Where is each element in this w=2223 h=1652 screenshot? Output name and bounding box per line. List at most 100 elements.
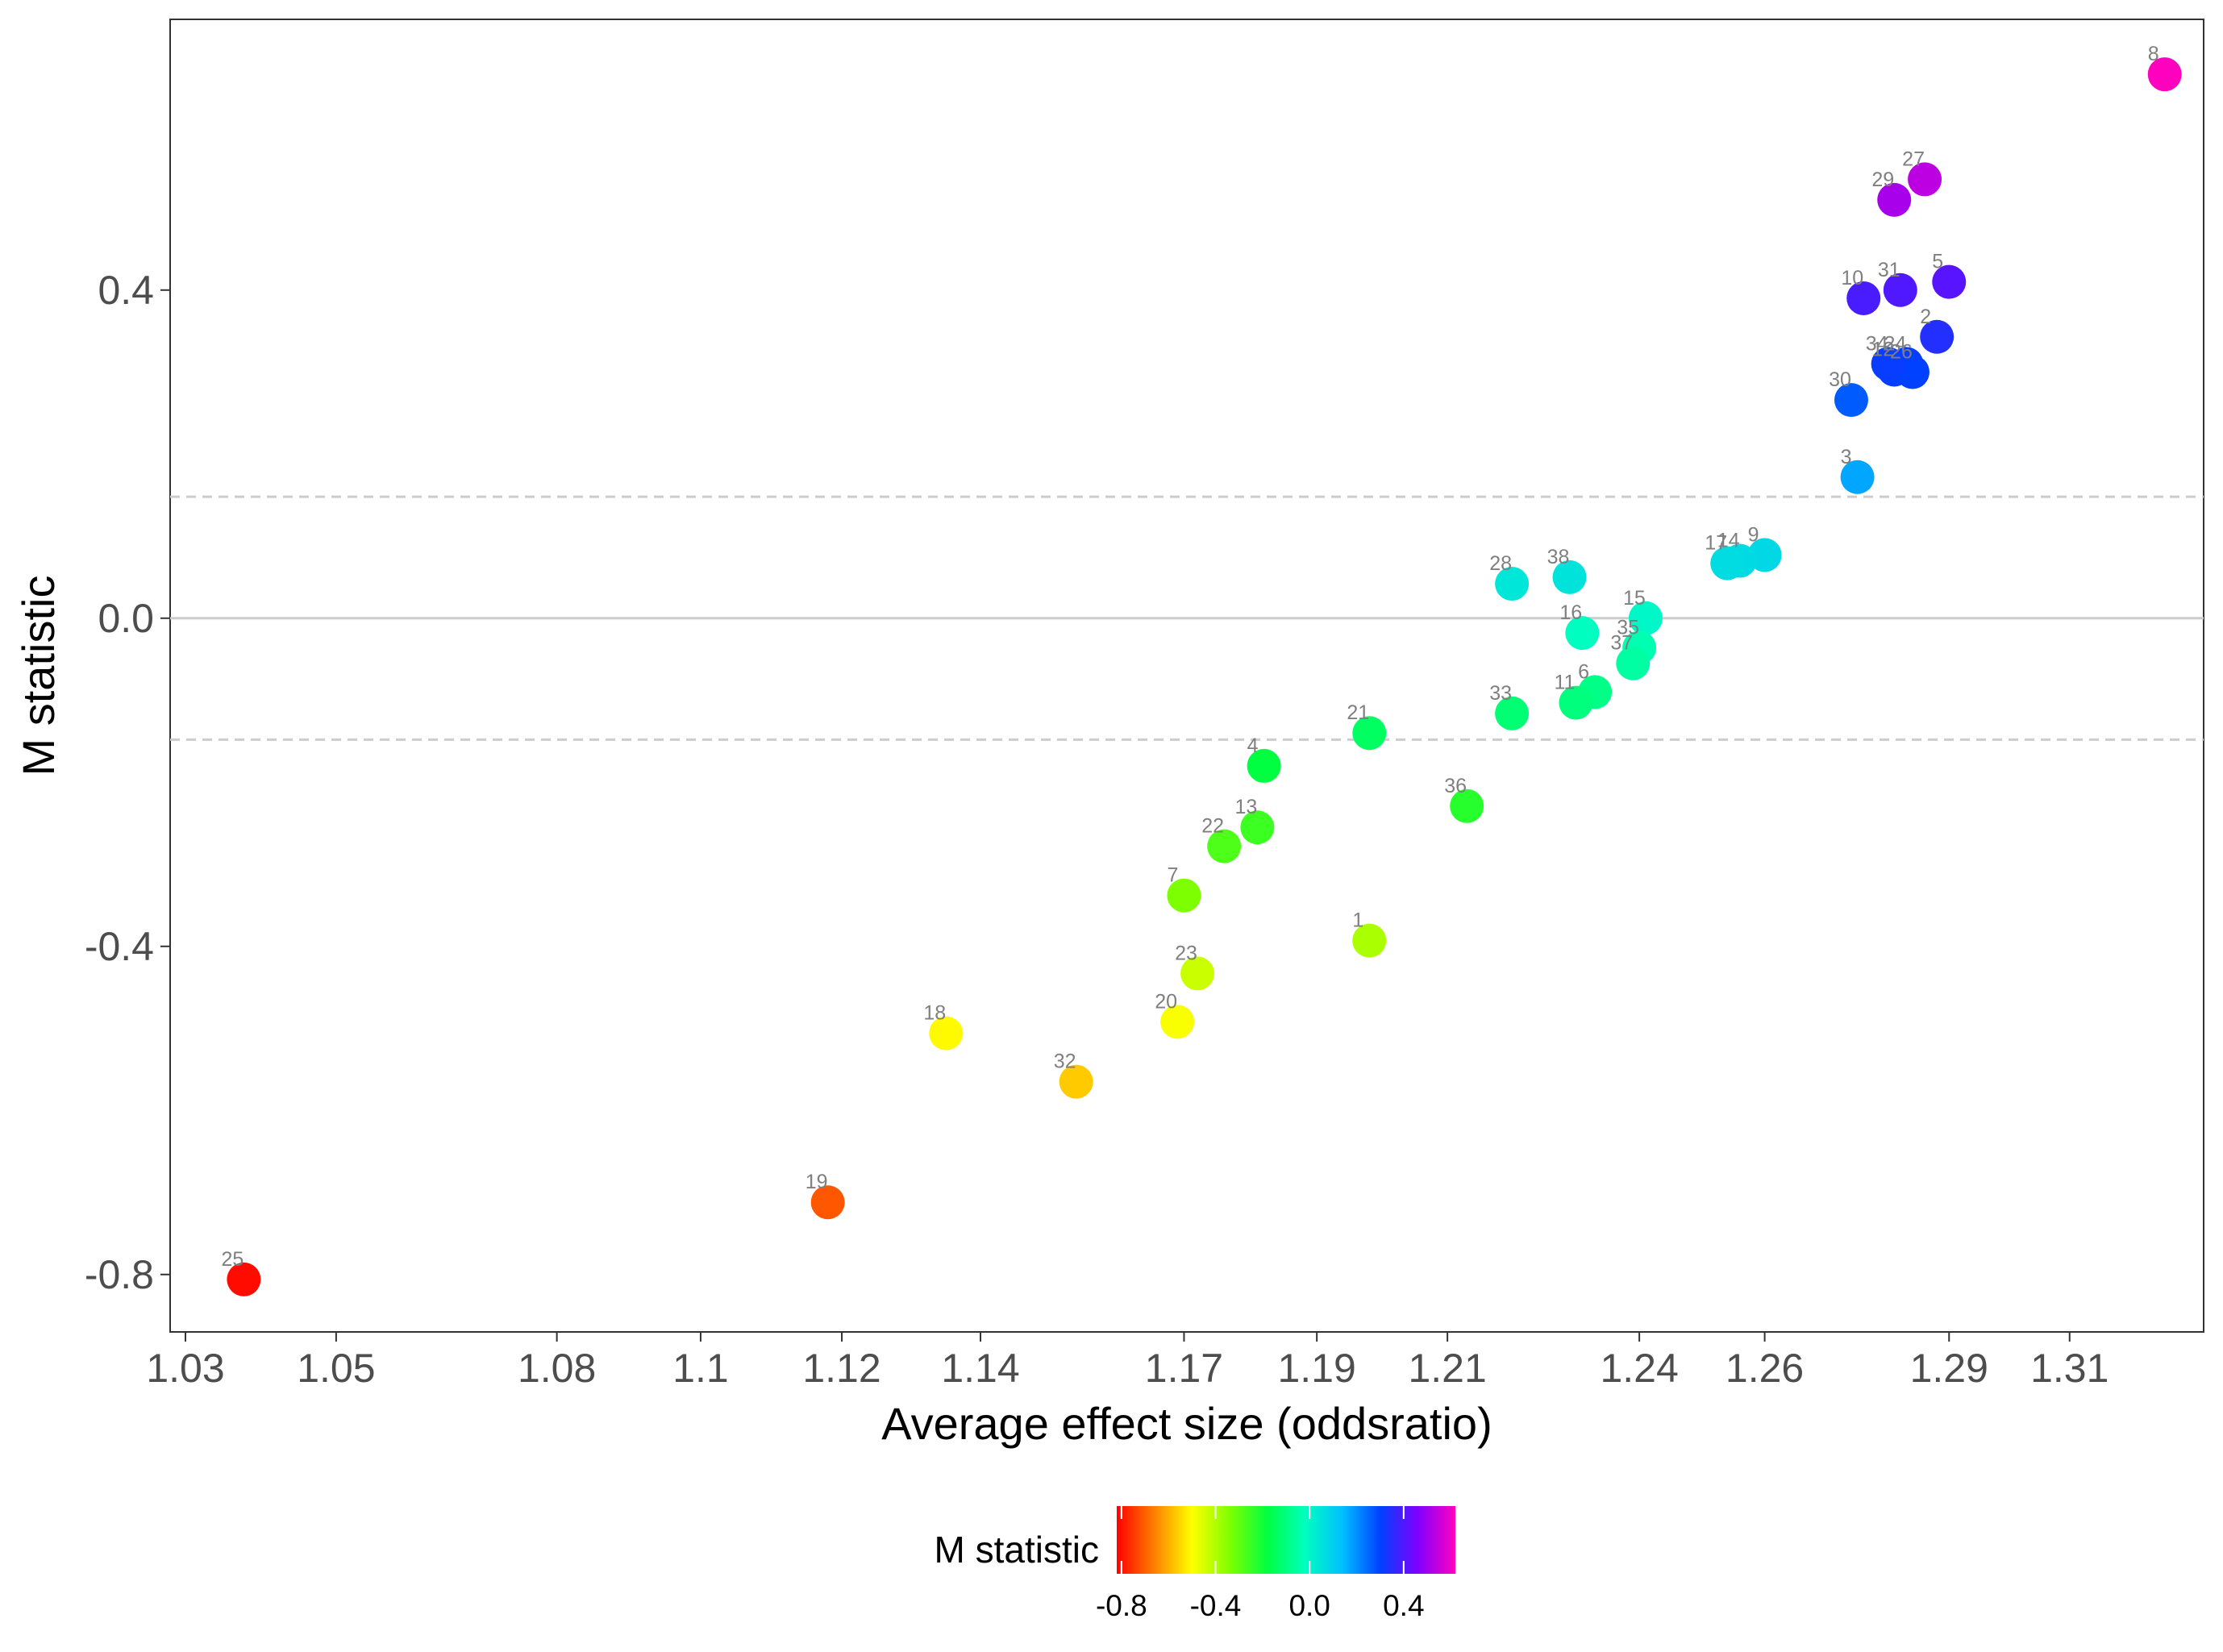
point-label: 28 xyxy=(1489,552,1512,575)
data-point xyxy=(1167,878,1201,913)
data-point xyxy=(1920,319,1954,354)
x-tick-label: 1.21 xyxy=(1408,1346,1486,1391)
point-labels: 1234567891011121314151617181920212223242… xyxy=(221,43,2158,1271)
data-point xyxy=(1616,646,1651,680)
x-tick-label: 1.08 xyxy=(518,1346,596,1391)
data-point xyxy=(1565,616,1600,651)
point-label: 15 xyxy=(1623,587,1646,610)
y-tick-label: -0.8 xyxy=(85,1252,154,1297)
data-point xyxy=(1559,685,1593,720)
data-point xyxy=(1710,546,1745,580)
legend-ticks: -0.8 -0.4 0.0 0.4 xyxy=(1096,1506,1425,1622)
data-point xyxy=(1352,716,1387,751)
y-tick-label: 0.0 xyxy=(98,596,154,641)
x-tick-label: 1.14 xyxy=(941,1346,1019,1391)
point-label: 8 xyxy=(2148,43,2159,65)
data-point xyxy=(1352,923,1387,958)
point-label: 4 xyxy=(1247,734,1259,757)
y-tick-label: 0.4 xyxy=(98,268,154,313)
data-point xyxy=(1495,567,1530,601)
data-point xyxy=(1840,460,1875,494)
x-tick-label: 1.03 xyxy=(146,1346,224,1391)
point-label: 26 xyxy=(1890,341,1913,364)
point-label: 38 xyxy=(1547,546,1570,568)
data-point xyxy=(1207,829,1242,863)
legend-tick-label: -0.4 xyxy=(1190,1589,1242,1622)
x-tick-label: 1.24 xyxy=(1600,1346,1678,1391)
point-label: 7 xyxy=(1167,864,1178,887)
point-label: 2 xyxy=(1920,306,1931,328)
data-point xyxy=(1883,273,1917,307)
point-label: 29 xyxy=(1871,169,1894,191)
data-point xyxy=(1450,789,1484,823)
x-tick-label: 1.12 xyxy=(802,1346,880,1391)
point-label: 37 xyxy=(1610,632,1633,655)
data-point xyxy=(227,1262,261,1296)
legend-tick-label: 0.0 xyxy=(1288,1589,1330,1622)
reference-lines xyxy=(170,495,2204,741)
color-legend: M statistic -0.8 -0.4 0.0 0.4 xyxy=(935,1506,1455,1622)
point-label: 23 xyxy=(1175,942,1197,964)
point-label: 11 xyxy=(1554,672,1575,694)
data-point xyxy=(1834,383,1868,418)
point-label: 20 xyxy=(1155,990,1177,1013)
point-label: 17 xyxy=(1705,532,1727,555)
legend-title: M statistic xyxy=(935,1529,1099,1571)
point-label: 36 xyxy=(1444,775,1467,797)
data-point xyxy=(1932,264,1967,299)
point-label: 14 xyxy=(1717,530,1740,552)
point-label: 31 xyxy=(1878,259,1900,281)
point-label: 18 xyxy=(923,1002,946,1025)
x-axis-title: Average effect size (oddsratio) xyxy=(881,1398,1492,1449)
x-tick-label: 1.31 xyxy=(2030,1346,2109,1391)
data-point xyxy=(1180,956,1215,991)
data-point xyxy=(1059,1064,1093,1099)
data-points xyxy=(227,57,2182,1296)
point-label: 9 xyxy=(1748,523,1759,546)
point-label: 22 xyxy=(1201,815,1224,838)
data-point xyxy=(1871,347,1905,381)
point-label: 33 xyxy=(1489,682,1512,705)
data-point xyxy=(1160,1005,1195,1039)
x-tick-label: 1.17 xyxy=(1145,1346,1223,1391)
point-label: 35 xyxy=(1617,616,1639,639)
data-point xyxy=(1552,560,1587,594)
data-point xyxy=(1846,281,1881,315)
point-label: 1 xyxy=(1352,909,1363,932)
point-label: 24 xyxy=(1884,332,1906,355)
y-tick-label: -0.4 xyxy=(85,924,154,969)
point-label: 21 xyxy=(1347,701,1369,724)
data-point xyxy=(1495,696,1530,730)
point-label: 3 xyxy=(1841,446,1852,468)
point-label: 6 xyxy=(1578,660,1589,683)
point-label: 19 xyxy=(806,1171,828,1193)
point-label: 27 xyxy=(1902,148,1925,170)
y-axis: -0.8 -0.4 0.0 0.4 xyxy=(85,268,170,1297)
legend-tick-label: 0.4 xyxy=(1383,1589,1424,1622)
data-point xyxy=(2147,57,2182,92)
point-label: 12 xyxy=(1871,338,1894,360)
x-tick-label: 1.05 xyxy=(297,1346,375,1391)
legend-colorbar xyxy=(1117,1506,1455,1574)
y-axis-title: M statistic xyxy=(13,576,64,776)
point-label: 13 xyxy=(1234,796,1257,818)
data-point xyxy=(1877,182,1912,217)
point-label: 34 xyxy=(1866,332,1888,355)
data-point xyxy=(810,1185,845,1220)
point-label: 10 xyxy=(1841,267,1863,289)
x-tick-label: 1.1 xyxy=(672,1346,729,1391)
data-point xyxy=(1240,810,1275,845)
point-label: 32 xyxy=(1054,1051,1076,1073)
point-label: 5 xyxy=(1932,251,1943,273)
x-axis: 1.03 1.05 1.08 1.1 1.12 1.14 1.17 1.19 1.21 1.24 1… xyxy=(146,1332,2109,1391)
legend-tick-label: -0.8 xyxy=(1096,1589,1147,1622)
x-tick-label: 1.19 xyxy=(1277,1346,1355,1391)
point-label: 25 xyxy=(221,1248,244,1271)
x-tick-label: 1.26 xyxy=(1726,1346,1804,1391)
data-point xyxy=(1247,748,1281,783)
data-point xyxy=(929,1016,964,1051)
panel-border xyxy=(169,19,2204,1333)
data-point xyxy=(1908,162,1942,197)
plot-panel xyxy=(169,19,2204,1333)
